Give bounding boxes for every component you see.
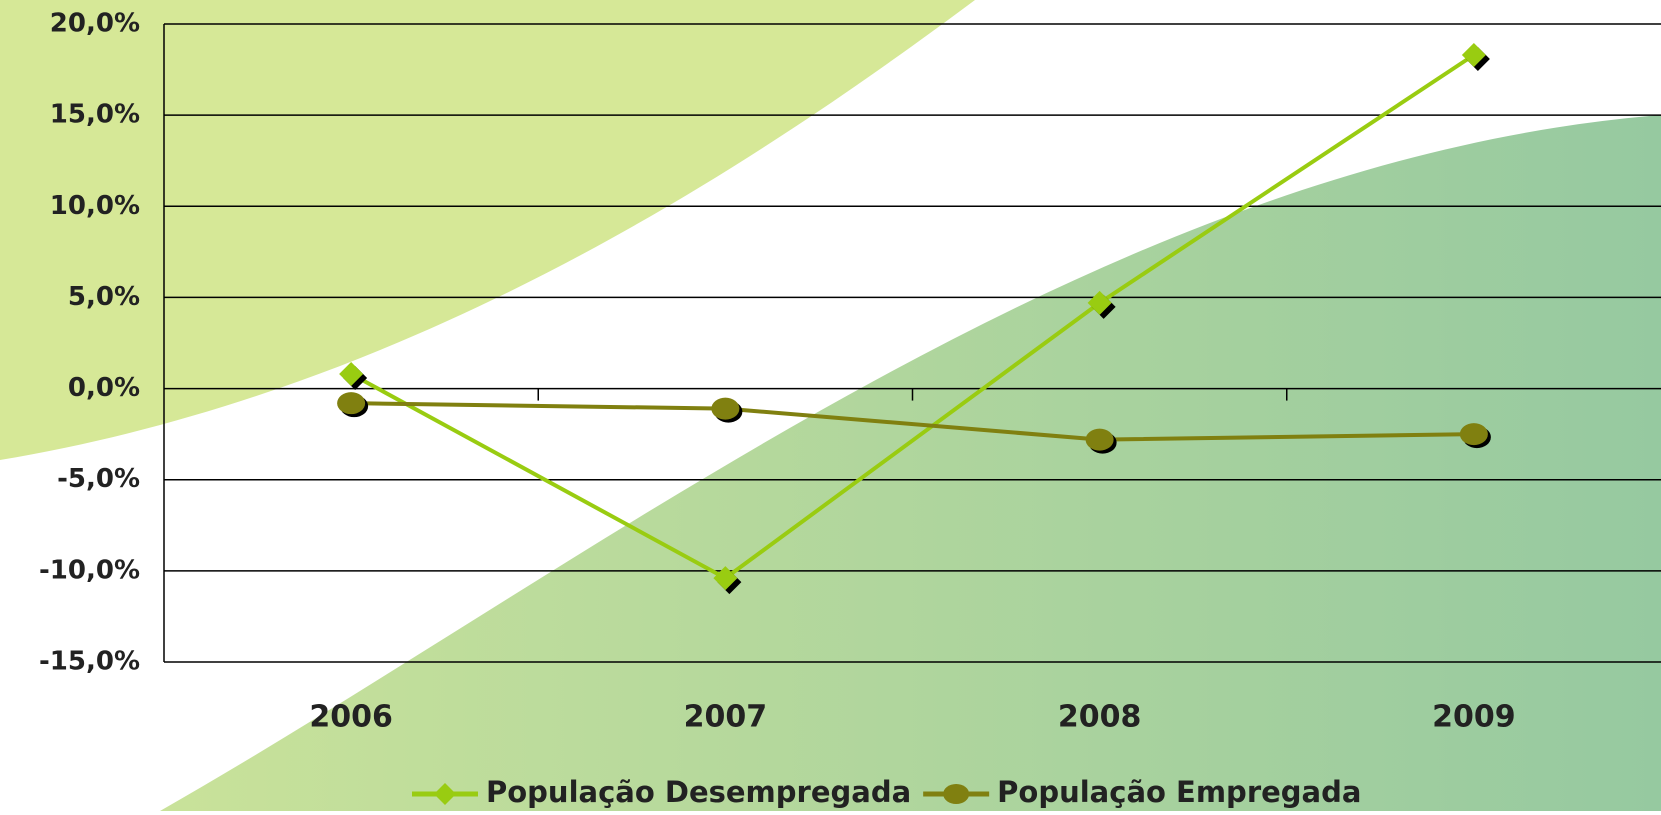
background-swoosh	[0, 0, 975, 460]
data-point	[339, 361, 364, 386]
x-tick-label: 2008	[1058, 700, 1142, 735]
y-tick-label: 10,0%	[50, 191, 140, 221]
data-point	[713, 566, 738, 591]
x-tick-label: 2009	[1432, 700, 1516, 735]
y-tick-label: 20,0%	[50, 9, 140, 39]
data-point	[1461, 42, 1486, 67]
data-point	[711, 397, 740, 420]
x-tick-label: 2006	[309, 700, 393, 735]
data-point	[1085, 428, 1114, 451]
y-tick-label: -15,0%	[39, 647, 140, 677]
y-tick-label: 5,0%	[68, 282, 140, 312]
x-tick-label: 2007	[684, 700, 768, 735]
data-point	[1459, 423, 1488, 446]
y-tick-label: -10,0%	[39, 555, 140, 585]
data-point	[337, 392, 366, 415]
series-line	[350, 53, 1475, 581]
y-tick-label: 0,0%	[68, 373, 140, 403]
y-tick-label: -5,0%	[57, 464, 140, 494]
legend-marker	[943, 784, 970, 804]
background-swoosh	[160, 115, 1661, 811]
data-point	[1087, 290, 1112, 315]
legend-label: População Empregada	[997, 775, 1361, 809]
legend-marker	[434, 783, 456, 805]
y-tick-label: 15,0%	[50, 100, 140, 130]
series-line	[351, 401, 1474, 442]
legend-label: População Desempregada	[486, 775, 911, 809]
